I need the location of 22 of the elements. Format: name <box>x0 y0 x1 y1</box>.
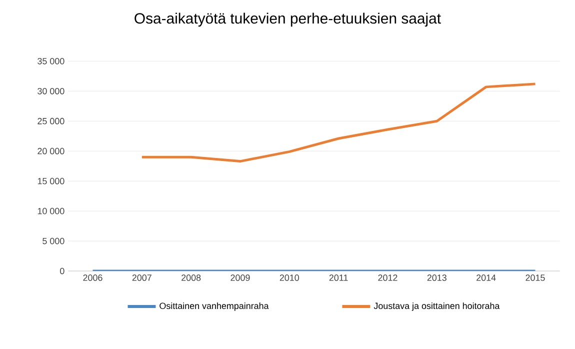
y-tick-label: 0 <box>60 268 64 274</box>
x-tick-label: 2014 <box>476 274 496 281</box>
x-tick-label: 2012 <box>378 274 398 281</box>
y-tick-label: 25 000 <box>38 118 64 124</box>
legend-label: Osittainen vanhempainraha <box>160 302 269 311</box>
y-tick-label: 20 000 <box>38 148 64 154</box>
y-tick-label: 15 000 <box>38 178 64 184</box>
chart-title: Osa-aikatyötä tukevien perhe-etuuksien saajat <box>134 12 441 27</box>
x-tick-label: 2010 <box>280 274 300 281</box>
x-tick-label: 2009 <box>230 274 250 281</box>
x-tick-label: 2011 <box>329 274 348 281</box>
line-series <box>140 82 536 162</box>
x-tick-label: 2015 <box>526 274 545 281</box>
y-tick-label: 30 000 <box>38 88 64 94</box>
y-tick-label: 10 000 <box>38 208 64 214</box>
x-tick-label: 2007 <box>132 274 152 281</box>
x-tick-label: 2013 <box>427 274 446 281</box>
legend-label: Joustava ja osittainen hoitoraha <box>374 302 500 311</box>
x-tick-label: 2006 <box>83 274 102 281</box>
y-tick-label: 5 000 <box>42 238 64 244</box>
y-tick-label: 35 000 <box>38 58 64 64</box>
x-tick-label: 2008 <box>182 274 201 281</box>
